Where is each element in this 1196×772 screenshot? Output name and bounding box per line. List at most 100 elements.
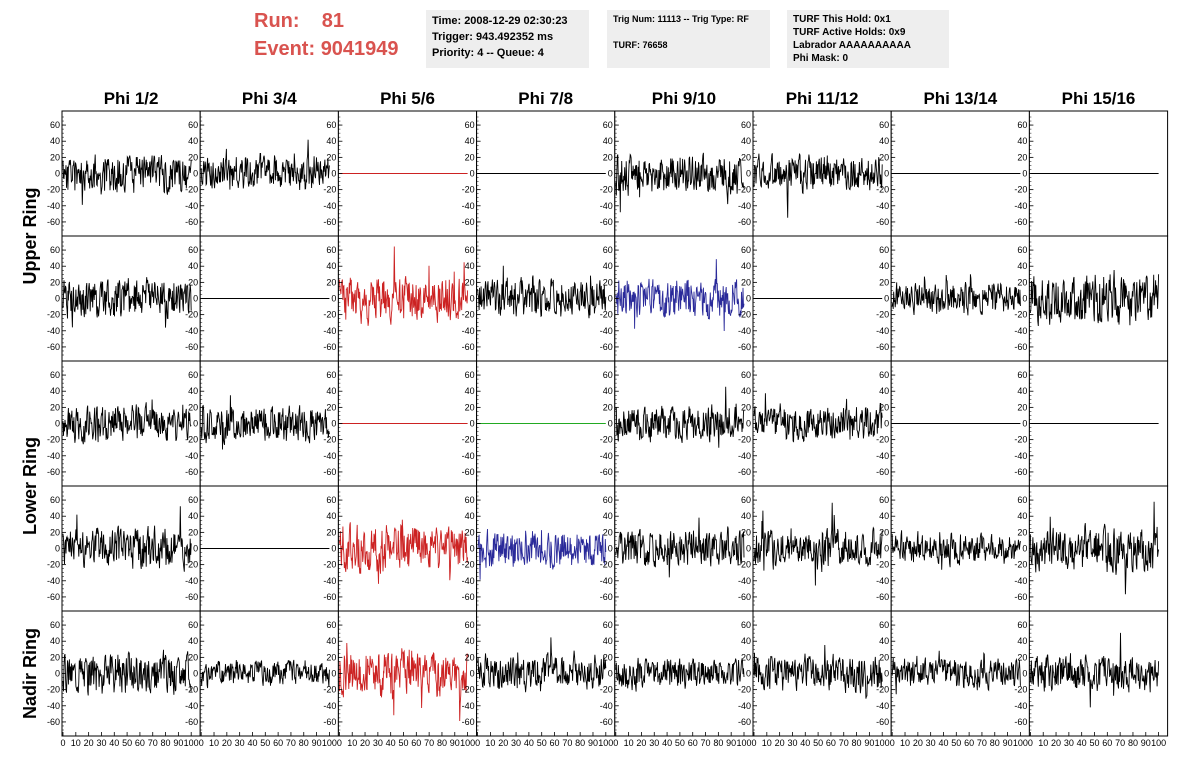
- y-tick-label: -20: [738, 685, 751, 695]
- y-tick-label: -20: [462, 185, 475, 195]
- y-tick-label: 40: [879, 636, 889, 646]
- y-tick-label: -40: [738, 701, 751, 711]
- y-tick-label: 20: [188, 527, 198, 537]
- y-tick-label: 0: [470, 419, 475, 429]
- y-tick-label: 20: [326, 152, 336, 162]
- x-tick-label: 40: [800, 738, 810, 748]
- x-tick-label: 0: [613, 738, 618, 748]
- y-tick-label: -20: [462, 560, 475, 570]
- y-tick-label: 60: [326, 245, 336, 255]
- y-tick-label: 40: [603, 511, 613, 521]
- x-tick-label: 40: [109, 738, 119, 748]
- x-tick-label: 40: [386, 738, 396, 748]
- y-tick-label: 60: [741, 120, 751, 130]
- x-tick-label: 80: [161, 738, 171, 748]
- y-tick-label: 40: [50, 136, 60, 146]
- y-tick-label: 40: [50, 261, 60, 271]
- phi-mask-text: Phi Mask: 0: [793, 53, 849, 64]
- y-tick-label: -60: [876, 467, 889, 477]
- x-tick-label: 90: [450, 738, 460, 748]
- y-tick-label: 40: [879, 511, 889, 521]
- y-tick-label: -20: [47, 685, 60, 695]
- y-tick-label: -20: [462, 685, 475, 695]
- y-tick-label: -40: [600, 326, 613, 336]
- y-tick-label: 0: [55, 169, 60, 179]
- y-tick-label: 20: [603, 402, 613, 412]
- waveform-trace: [62, 649, 192, 696]
- y-tick-label: 0: [884, 169, 889, 179]
- y-tick-label: 60: [465, 120, 475, 130]
- y-tick-label: 0: [884, 544, 889, 554]
- x-tick-label: 60: [273, 738, 283, 748]
- waveform-trace: [62, 154, 192, 205]
- y-tick-label: -60: [1014, 717, 1027, 727]
- event-number: 9041949: [320, 38, 399, 60]
- y-tick-label: 60: [879, 245, 889, 255]
- waveform-trace: [477, 528, 607, 580]
- x-tick-label: 50: [398, 738, 408, 748]
- y-tick-label: 0: [746, 544, 751, 554]
- waveform-trace: [338, 246, 469, 326]
- x-tick-label: 40: [662, 738, 672, 748]
- y-tick-label: -60: [47, 342, 60, 352]
- y-tick-label: -40: [876, 701, 889, 711]
- x-tick-label: 0: [475, 738, 480, 748]
- y-tick-label: 60: [326, 495, 336, 505]
- x-tick-label: 70: [424, 738, 434, 748]
- waveform-trace: [615, 259, 745, 332]
- y-tick-label: 40: [326, 386, 336, 396]
- y-tick-label: 60: [741, 370, 751, 380]
- x-tick-label: 10: [209, 738, 219, 748]
- y-tick-label: 40: [603, 386, 613, 396]
- y-tick-label: -20: [1014, 560, 1027, 570]
- y-tick-label: -40: [323, 701, 336, 711]
- column-header: Phi 3/4: [242, 89, 297, 108]
- y-tick-label: 0: [331, 544, 336, 554]
- x-tick-label: 80: [299, 738, 309, 748]
- turf-info-box: TURF This Hold: 0x1 TURF Active Holds: 0…: [787, 10, 949, 68]
- waveform-trace: [753, 393, 883, 443]
- column-header: Phi 7/8: [518, 89, 573, 108]
- x-tick-label: 20: [775, 738, 785, 748]
- y-tick-label: 20: [465, 652, 475, 662]
- y-tick-label: -60: [323, 467, 336, 477]
- x-tick-label: 30: [373, 738, 383, 748]
- y-tick-label: -60: [185, 592, 198, 602]
- y-tick-label: 60: [50, 495, 60, 505]
- waveform-trace: [477, 637, 607, 693]
- y-tick-label: 60: [465, 620, 475, 630]
- y-tick-label: -60: [876, 342, 889, 352]
- y-tick-label: 20: [1017, 402, 1027, 412]
- y-tick-label: -40: [738, 576, 751, 586]
- x-tick-label: 40: [938, 738, 948, 748]
- x-tick-label: 20: [498, 738, 508, 748]
- y-tick-label: -40: [185, 451, 198, 461]
- y-tick-label: -20: [1014, 435, 1027, 445]
- y-tick-label: 40: [741, 636, 751, 646]
- y-tick-label: 40: [50, 636, 60, 646]
- y-tick-label: 0: [746, 294, 751, 304]
- x-tick-label: 70: [839, 738, 849, 748]
- y-tick-label: -60: [185, 342, 198, 352]
- y-tick-label: -60: [600, 592, 613, 602]
- y-tick-label: 60: [50, 620, 60, 630]
- trig-num-text: Trig Num: 11113 -- Trig Type: RF: [613, 14, 749, 24]
- x-tick-label: 40: [1077, 738, 1087, 748]
- y-tick-label: -60: [185, 217, 198, 227]
- y-tick-label: 40: [1017, 511, 1027, 521]
- y-tick-label: -40: [323, 576, 336, 586]
- y-tick-label: 60: [603, 370, 613, 380]
- priority-text: Priority: 4 -- Queue: 4: [432, 47, 544, 59]
- y-tick-label: -20: [323, 560, 336, 570]
- y-tick-label: 20: [465, 152, 475, 162]
- x-tick-label: 50: [1089, 738, 1099, 748]
- y-tick-label: -60: [323, 717, 336, 727]
- y-tick-label: 60: [741, 495, 751, 505]
- y-tick-label: 0: [1022, 419, 1027, 429]
- y-tick-label: -40: [876, 201, 889, 211]
- y-tick-label: 40: [465, 636, 475, 646]
- x-tick-label: 100: [598, 738, 613, 748]
- y-tick-label: -60: [323, 342, 336, 352]
- y-tick-label: -40: [1014, 201, 1027, 211]
